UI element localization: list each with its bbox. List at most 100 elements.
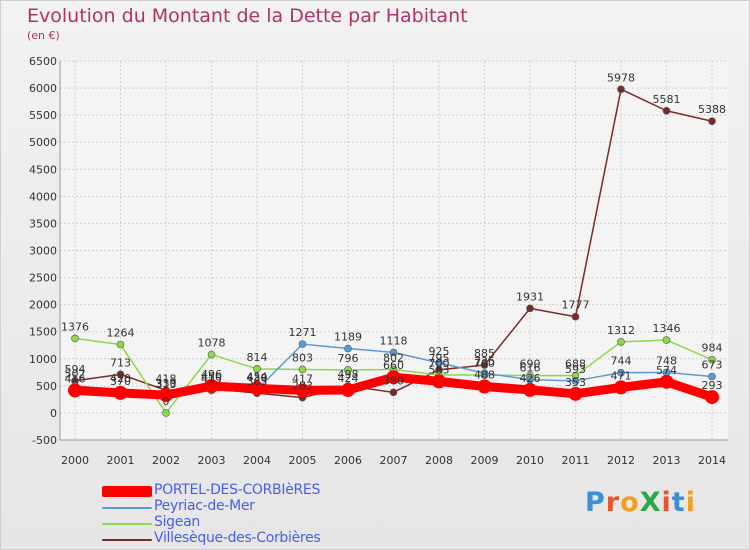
chart-unit: (en €) bbox=[27, 29, 60, 42]
x-tick-label: 2007 bbox=[380, 454, 408, 467]
x-tick-label: 2002 bbox=[152, 454, 180, 467]
legend-item: Peyriac-de-Mer bbox=[102, 498, 402, 516]
legend-swatch bbox=[102, 486, 152, 497]
data-label: 795 bbox=[429, 352, 450, 365]
data-label: 353 bbox=[565, 376, 586, 389]
logo-letter: i bbox=[661, 487, 672, 518]
logo-letter: P bbox=[585, 487, 606, 518]
data-label: 498 bbox=[338, 368, 359, 381]
data-point bbox=[617, 338, 625, 346]
data-label: 420 bbox=[110, 372, 131, 385]
data-label: 416 bbox=[65, 372, 86, 385]
data-label: 488 bbox=[474, 369, 495, 382]
x-tick-label: 2008 bbox=[425, 454, 453, 467]
y-tick-label: 2000 bbox=[29, 299, 57, 312]
data-point bbox=[480, 361, 489, 369]
x-tick-label: 2011 bbox=[562, 454, 590, 467]
data-label: 430 bbox=[247, 372, 268, 385]
data-label: 5978 bbox=[607, 71, 635, 84]
data-label: 283 bbox=[292, 380, 313, 393]
data-label: 802 bbox=[383, 352, 404, 365]
logo-letter: t bbox=[671, 487, 686, 518]
data-label: 1078 bbox=[198, 337, 226, 350]
x-tick-label: 2000 bbox=[61, 454, 89, 467]
data-label: 293 bbox=[702, 379, 723, 392]
data-point bbox=[116, 340, 125, 349]
data-point bbox=[344, 366, 352, 374]
legend-label: Sigean bbox=[154, 514, 200, 530]
data-point bbox=[207, 350, 216, 359]
data-label: 415 bbox=[201, 372, 222, 385]
data-label: 1376 bbox=[61, 320, 89, 333]
data-point bbox=[480, 369, 489, 377]
data-label: 313 bbox=[156, 378, 177, 391]
data-point bbox=[386, 370, 401, 385]
y-tick-label: 0 bbox=[50, 407, 57, 420]
data-label: 1118 bbox=[380, 334, 408, 347]
data-label: 365 bbox=[247, 375, 268, 388]
data-point bbox=[662, 106, 671, 115]
legend-swatch bbox=[102, 507, 152, 509]
data-label: 380 bbox=[383, 374, 404, 387]
data-point bbox=[523, 382, 537, 397]
data-label: 574 bbox=[656, 364, 677, 377]
data-point bbox=[298, 365, 307, 374]
logo-letter: r bbox=[605, 487, 621, 518]
data-point bbox=[526, 304, 534, 313]
x-tick-label: 2009 bbox=[471, 454, 499, 467]
y-tick-label: 4500 bbox=[29, 163, 57, 176]
data-label: 593 bbox=[565, 363, 586, 376]
x-tick-label: 2001 bbox=[107, 454, 135, 467]
data-point bbox=[113, 385, 128, 400]
y-tick-label: 4000 bbox=[29, 190, 57, 203]
data-label: 700 bbox=[429, 357, 450, 370]
data-label: 1312 bbox=[607, 324, 635, 337]
data-label: 594 bbox=[65, 363, 86, 376]
data-point bbox=[708, 372, 716, 381]
y-tick-label: 500 bbox=[36, 380, 57, 393]
data-label: 688 bbox=[565, 358, 586, 371]
data-label: 660 bbox=[383, 359, 404, 372]
data-point bbox=[341, 382, 355, 397]
data-label: 417 bbox=[292, 372, 313, 385]
data-point bbox=[435, 359, 443, 367]
data-label: 984 bbox=[702, 342, 723, 355]
data-label: 1777 bbox=[562, 299, 590, 312]
data-point bbox=[253, 365, 261, 373]
y-tick-label: 1000 bbox=[29, 353, 57, 366]
y-tick-label: 3000 bbox=[29, 245, 57, 258]
x-tick-label: 2014 bbox=[698, 454, 726, 467]
data-point bbox=[250, 381, 264, 396]
x-tick-label: 2006 bbox=[334, 454, 362, 467]
legend-swatch bbox=[102, 523, 152, 525]
data-label: 418 bbox=[156, 372, 177, 385]
data-label: 5388 bbox=[698, 103, 726, 116]
data-label: 803 bbox=[292, 351, 313, 364]
y-tick-label: -500 bbox=[32, 434, 57, 447]
legend-label: PORTEL-DES-CORBIèRES bbox=[154, 482, 321, 498]
data-label: 0 bbox=[163, 395, 170, 408]
data-label: 370 bbox=[110, 375, 131, 388]
data-label: 496 bbox=[201, 368, 222, 381]
data-point bbox=[71, 334, 79, 343]
chart-title: Evolution du Montant de la Dette par Hab… bbox=[27, 5, 468, 27]
logo-letter: X bbox=[639, 487, 662, 518]
data-point bbox=[162, 409, 170, 417]
data-label: 1931 bbox=[516, 290, 544, 303]
data-point bbox=[571, 377, 580, 385]
data-point bbox=[659, 374, 674, 389]
y-tick-label: 6000 bbox=[29, 82, 57, 95]
legend-label: Peyriac-de-Mer bbox=[154, 498, 255, 514]
data-point bbox=[344, 344, 352, 353]
data-label: 330 bbox=[156, 377, 177, 390]
data-point bbox=[617, 368, 625, 377]
data-label: 616 bbox=[520, 362, 541, 375]
data-label: 583 bbox=[429, 363, 450, 376]
legend-item: PORTEL-DES-CORBIèRES bbox=[102, 482, 402, 500]
data-label: 502 bbox=[65, 368, 86, 381]
data-point bbox=[68, 383, 82, 398]
y-tick-label: 3500 bbox=[29, 217, 57, 230]
data-point bbox=[432, 374, 446, 389]
y-tick-label: 1500 bbox=[29, 326, 57, 339]
data-label: 690 bbox=[520, 358, 541, 371]
